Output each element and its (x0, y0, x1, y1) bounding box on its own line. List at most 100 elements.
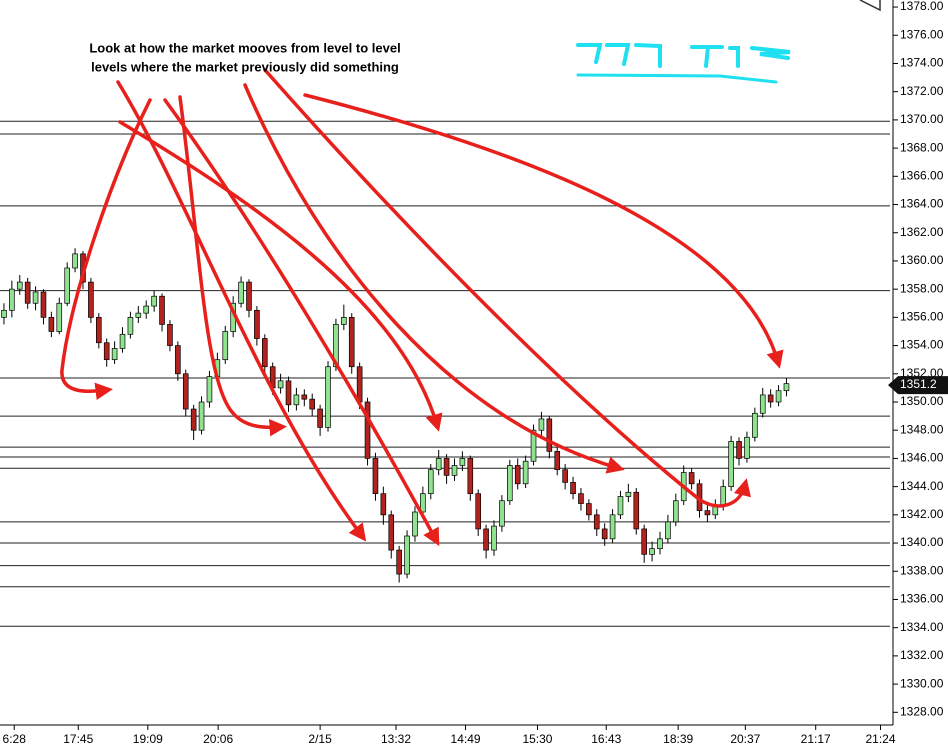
candle-body (530, 429, 537, 462)
candle-body (32, 291, 39, 304)
candle-body (443, 458, 450, 476)
candle-body (451, 465, 458, 476)
x-tick-label: 20:06 (203, 732, 233, 746)
candle-body (325, 366, 331, 428)
y-tick-label: 1356.00 (900, 310, 944, 324)
y-tick-label: 1334.00 (900, 620, 944, 634)
x-tick-label: 21:24 (865, 732, 895, 746)
candle-body (649, 548, 655, 555)
arrow (163, 98, 440, 547)
arrow (118, 120, 443, 432)
arrow (178, 95, 287, 437)
arrow (60, 98, 152, 400)
arrow (243, 83, 625, 474)
x-tick-label: 13:32 (381, 732, 411, 746)
candle-body (293, 394, 300, 406)
y-tick-label: 1364.00 (900, 197, 944, 211)
candle-body (198, 401, 205, 431)
candle-body (475, 493, 481, 530)
candle-body (277, 380, 284, 389)
candle-body (167, 324, 173, 346)
x-tick-label: 18:39 (663, 732, 693, 746)
candle-body (767, 394, 774, 403)
arrow (263, 68, 751, 508)
candle-body (388, 514, 395, 551)
candle-body (309, 398, 316, 410)
x-tick-label: 6:28 (3, 732, 27, 746)
candle-body (404, 535, 410, 575)
candle-body (317, 408, 323, 428)
candle-body (412, 511, 418, 537)
candle-body (720, 486, 727, 507)
candle-body (601, 528, 608, 540)
y-tick-label: 1346.00 (900, 451, 944, 465)
candle-body (578, 493, 584, 504)
y-tick-label: 1328.00 (900, 704, 944, 718)
candle-body (704, 510, 711, 516)
candle-body (459, 458, 466, 466)
candle-body (783, 383, 790, 392)
arrow (303, 93, 784, 369)
candle-body (625, 491, 632, 497)
candle-body (546, 418, 553, 452)
candle-body (380, 493, 387, 516)
x-tick-label: 2/15 (308, 732, 332, 746)
levels (0, 120, 890, 627)
y-tick-label: 1332.00 (900, 648, 944, 662)
annotation-text: levels where the market previously did s… (91, 59, 399, 74)
x-tick-label: 16:43 (591, 732, 621, 746)
candle-body (238, 281, 244, 304)
y-tick-label: 1358.00 (900, 281, 944, 295)
candle-body (736, 441, 742, 459)
candle-body (570, 482, 576, 495)
candle-body (688, 472, 695, 485)
candle-body (348, 317, 355, 368)
y-tick-label: 1336.00 (900, 592, 944, 606)
candle-body (190, 408, 197, 431)
x-tick-label: 20:37 (730, 732, 760, 746)
x-tick-label: 14:49 (451, 732, 481, 746)
y-tick-label: 1350.00 (900, 394, 944, 408)
candle-body (483, 528, 489, 551)
candle-body (254, 309, 260, 339)
candle-body (143, 305, 150, 314)
candle-body (48, 317, 55, 332)
candle-body (103, 342, 110, 361)
candle-body (775, 390, 782, 403)
candle-body (538, 418, 545, 431)
candle-body (372, 458, 379, 495)
candle-body (127, 317, 134, 335)
candle-body (593, 514, 600, 530)
candle-body (554, 451, 561, 471)
y-tick-label: 1374.00 (900, 56, 944, 70)
candle-body (427, 469, 434, 495)
y-tick-label: 1378.00 (900, 0, 944, 13)
y-tick-label: 1348.00 (900, 422, 944, 436)
candle-body (507, 465, 513, 502)
y-tick-label: 1362.00 (900, 225, 944, 239)
candle-body (222, 331, 229, 361)
candle-body (744, 436, 750, 459)
candle-body (435, 458, 442, 471)
corner-icon (859, 0, 881, 12)
candle-body (609, 514, 616, 540)
y-tick-label: 1372.00 (900, 84, 944, 98)
x-tick-label: 21:17 (801, 732, 831, 746)
candle-body (285, 380, 292, 406)
candle-body (341, 317, 347, 325)
candle-body (182, 373, 189, 410)
candle-body (633, 491, 640, 530)
y-tick-label: 1342.00 (900, 507, 944, 521)
candle-body (467, 458, 474, 495)
candle-body (24, 281, 31, 304)
candle-body (175, 345, 181, 375)
candle-body (9, 288, 15, 311)
y-tick-label: 1376.00 (900, 27, 944, 41)
annotation-arrows (60, 68, 784, 547)
candle-body (514, 465, 521, 485)
candle-body (159, 295, 165, 325)
logo-scribble (576, 43, 791, 84)
candle-body (499, 500, 505, 527)
candle-body (617, 496, 624, 516)
